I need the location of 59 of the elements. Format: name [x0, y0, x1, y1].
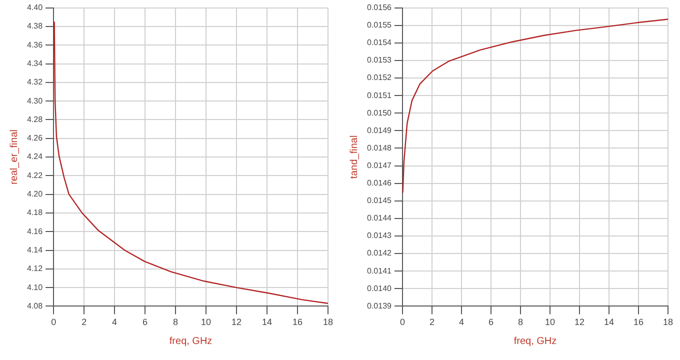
y-tick-label: 4.08 [26, 301, 44, 310]
y-tick-label: 0.0145 [367, 196, 392, 206]
y-tick-label: 4.32 [26, 78, 44, 87]
y-tick-label: 4.26 [26, 134, 44, 143]
y-tick-label: 4.18 [26, 208, 44, 218]
x-tick-label: 4 [112, 317, 118, 328]
y-tick-label: 0.0139 [367, 301, 392, 310]
x-axis-title: freq, GHz [514, 336, 557, 347]
y-tick-label: 4.38 [26, 22, 44, 31]
y-tick-label: 4.20 [26, 190, 44, 199]
y-tick-label: 0.0151 [367, 90, 392, 100]
x-tick-label: 12 [574, 317, 584, 328]
y-tick-label: 4.30 [26, 96, 44, 106]
y-tick-label: 0.0148 [367, 143, 392, 152]
y-tick-label: 0.0150 [367, 108, 392, 118]
x-tick-label: 18 [662, 317, 674, 328]
y-tick-label: 0.0143 [367, 231, 392, 240]
y-tick-label: 4.22 [26, 170, 44, 180]
x-tick-label: 2 [82, 317, 87, 328]
x-tick-label: 10 [201, 317, 212, 328]
x-tick-label: 4 [458, 317, 464, 328]
y-tick-label: 0.0140 [367, 284, 392, 293]
y-tick-label: 0.0155 [367, 20, 392, 30]
y-tick-label: 4.14 [26, 245, 44, 254]
x-tick-label: 8 [518, 317, 523, 328]
x-tick-label: 8 [173, 317, 178, 328]
x-tick-label: 6 [488, 317, 494, 328]
y-tick-label: 4.40 [26, 3, 44, 12]
x-tick-label: 14 [262, 317, 272, 328]
y-axis-title: real_er_final [8, 129, 20, 185]
x-tick-label: 0 [51, 317, 56, 328]
y-tick-label: 0.0156 [367, 3, 392, 12]
y-tick-label: 4.16 [26, 226, 44, 236]
x-tick-label: 0 [400, 317, 405, 328]
y-tick-label: 0.0142 [367, 248, 392, 258]
x-tick-label: 6 [142, 317, 148, 328]
x-axis-title: freq, GHz [169, 336, 212, 347]
x-tick-label: 14 [604, 317, 614, 328]
y-tick-label: 4.34 [26, 58, 44, 68]
x-tick-label: 16 [292, 317, 303, 328]
y-tick-label: 0.0153 [367, 56, 392, 65]
y-tick-label: 0.0144 [367, 214, 392, 223]
y-tick-label: 4.28 [26, 114, 44, 124]
y-tick-label: 0.0154 [367, 38, 392, 48]
y-tick-label: 0.0141 [367, 266, 392, 276]
y-tick-label: 0.0147 [367, 160, 392, 170]
x-tick-label: 12 [232, 317, 242, 328]
x-tick-label: 16 [633, 317, 644, 328]
y-tick-label: 4.10 [26, 282, 44, 292]
x-tick-label: 10 [544, 317, 555, 328]
x-tick-label: 2 [429, 317, 434, 328]
x-tick-label: 18 [322, 317, 334, 328]
y-axis-title: tand_final [348, 135, 360, 179]
y-tick-label: 0.0146 [367, 178, 392, 188]
y-tick-label: 4.12 [26, 264, 44, 274]
y-tick-label: 4.24 [26, 152, 44, 162]
y-tick-label: 0.0152 [367, 73, 392, 82]
y-tick-label: 0.0149 [367, 126, 392, 135]
y-tick-label: 4.36 [26, 40, 44, 50]
